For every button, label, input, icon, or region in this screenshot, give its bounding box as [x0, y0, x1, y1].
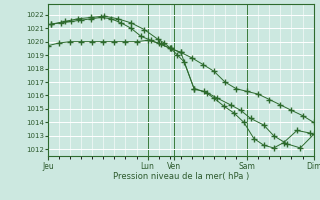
X-axis label: Pression niveau de la mer( hPa ): Pression niveau de la mer( hPa )	[113, 172, 249, 181]
